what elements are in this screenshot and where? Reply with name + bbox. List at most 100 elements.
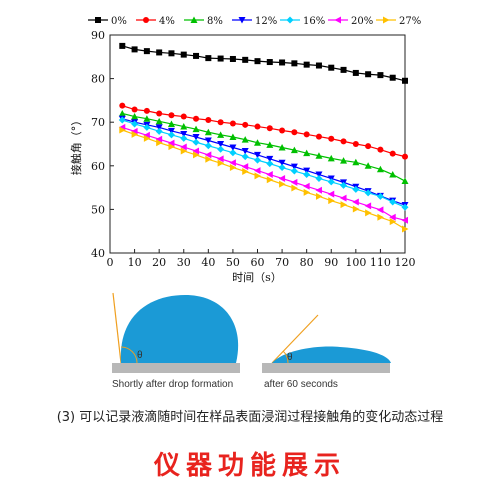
data-point: [217, 119, 224, 126]
data-point: [254, 156, 261, 164]
data-point: [279, 180, 286, 188]
data-point: [352, 205, 360, 213]
data-point: [303, 182, 310, 190]
data-point: [364, 189, 372, 197]
x-tick-label: 90: [324, 256, 338, 269]
data-point: [167, 120, 175, 127]
data-point: [180, 147, 188, 155]
data-point: [229, 144, 237, 151]
data-point: [376, 192, 384, 200]
data-point: [389, 213, 396, 221]
legend-label: 20%: [351, 16, 373, 27]
legend-marker: [334, 16, 341, 24]
data-point: [131, 127, 138, 135]
data-point: [131, 113, 139, 120]
y-tick-label: 50: [91, 203, 105, 216]
data-point: [217, 145, 225, 153]
series-line: [122, 112, 406, 182]
section-banner: 仪器功能展示: [153, 451, 346, 481]
data-point: [315, 133, 322, 140]
data-point: [279, 127, 286, 134]
data-point: [365, 71, 372, 78]
data-point: [290, 163, 298, 171]
data-point: [167, 127, 175, 135]
drop-left: θ Shortly after drop formation: [112, 292, 240, 390]
data-point: [303, 167, 311, 175]
legend-marker: [95, 17, 101, 23]
data-point: [278, 164, 286, 172]
legend-marker: [286, 16, 294, 24]
x-tick-label: 120: [395, 256, 416, 269]
data-point: [155, 117, 163, 125]
data-point: [389, 171, 397, 178]
contact-angle-chart: 0% 4% 8% 12% 16% 20% 27% 0 10 20 30 40 50 60 70 80 90 10…: [69, 16, 421, 284]
data-point: [328, 135, 335, 142]
y-tick-label: 40: [91, 247, 105, 260]
data-point: [156, 139, 163, 147]
data-point: [143, 134, 151, 142]
data-point: [167, 139, 175, 147]
data-point: [180, 143, 187, 151]
data-point: [352, 158, 360, 166]
data-point: [241, 147, 249, 155]
data-point: [340, 181, 348, 189]
y-tick-label: 70: [91, 116, 105, 129]
angle-arc-right: [282, 350, 289, 364]
x-tick-label: 50: [226, 256, 240, 269]
tangent-line-left: [112, 292, 122, 364]
data-point: [291, 184, 298, 192]
x-tick-label: 0: [107, 256, 114, 269]
data-point: [254, 172, 261, 180]
series-line: [122, 45, 406, 82]
data-point: [229, 55, 236, 62]
data-point: [242, 167, 249, 175]
data-point: [266, 160, 274, 168]
x-tick-label: 110: [370, 256, 391, 269]
data-point: [266, 155, 274, 163]
y-tick-label: 90: [91, 29, 105, 42]
droplet-diagram: θ Shortly after drop formation θ after 6…: [112, 292, 391, 390]
data-point: [180, 134, 188, 142]
data-point: [315, 152, 323, 159]
data-point: [205, 55, 212, 62]
data-point: [229, 149, 237, 157]
series-4: [118, 116, 409, 211]
data-point: [364, 162, 372, 169]
x-tick-label: 10: [128, 256, 142, 269]
data-point: [119, 102, 126, 109]
data-point: [278, 174, 286, 182]
droplet-right: [272, 346, 391, 363]
data-point: [180, 113, 187, 120]
data-point: [193, 151, 200, 159]
angle-arc-left: [120, 346, 138, 364]
data-point: [266, 141, 274, 148]
data-point: [266, 125, 273, 132]
x-axis-label: 时间（s）: [232, 271, 282, 284]
data-point: [156, 49, 163, 56]
data-point: [229, 120, 236, 127]
data-point: [327, 154, 335, 162]
legend-marker: [190, 16, 198, 23]
data-point: [303, 171, 311, 179]
legend-item: 4%: [136, 16, 175, 27]
data-point: [155, 135, 163, 143]
x-tick-label: 70: [275, 256, 289, 269]
data-point: [217, 159, 225, 167]
series-0: [119, 42, 408, 84]
legend-item: 8%: [184, 16, 223, 27]
data-point: [229, 159, 236, 167]
data-point: [167, 131, 175, 139]
data-point: [303, 131, 310, 138]
data-point: [389, 198, 397, 206]
data-point: [193, 52, 200, 59]
data-point: [143, 115, 151, 122]
data-point: [118, 116, 126, 124]
data-point: [156, 110, 163, 117]
data-point: [229, 133, 237, 141]
data-point: [266, 171, 273, 179]
data-point: [204, 151, 212, 159]
data-point: [168, 143, 175, 151]
data-point: [389, 74, 396, 81]
x-tick-label: 100: [345, 256, 366, 269]
data-point: [352, 141, 359, 147]
